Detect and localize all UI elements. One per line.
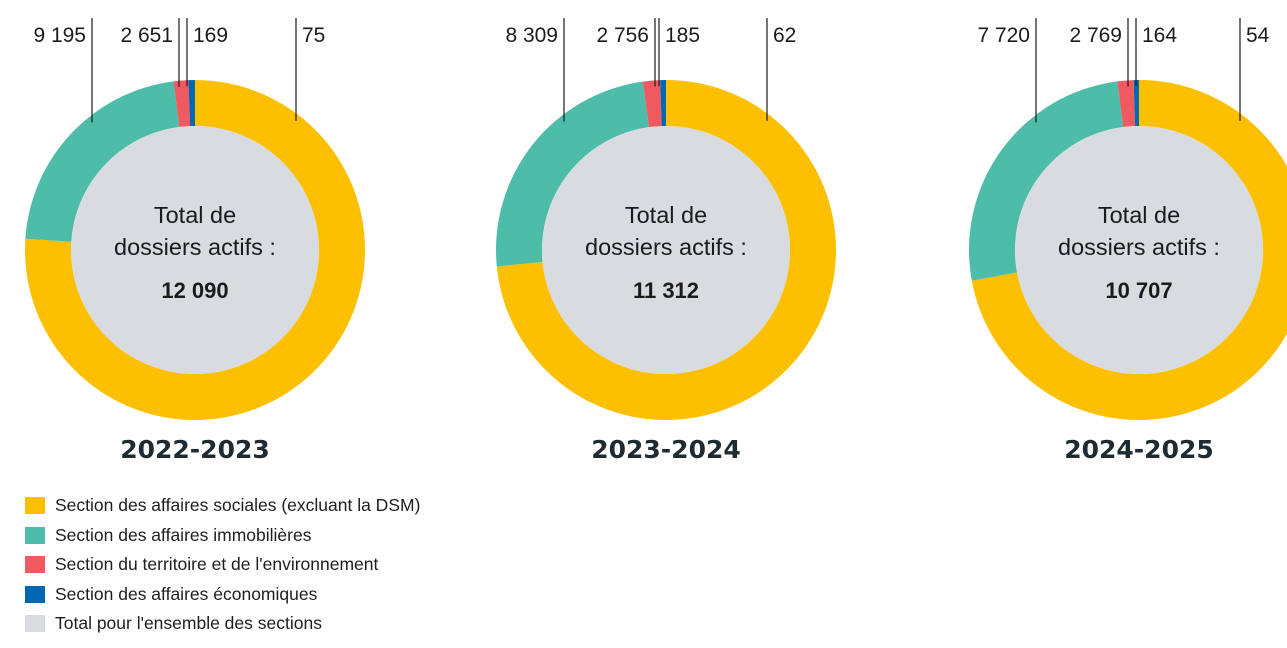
value-label-territory: 185: [665, 24, 700, 47]
value-label-real-estate: 2 769: [1069, 24, 1122, 47]
center-label-line1: Total de: [154, 202, 236, 228]
center-total-disc: [542, 126, 790, 374]
legend-item-economic: Section des affaires économiques: [25, 583, 420, 604]
center-label-line1: Total de: [1098, 202, 1180, 228]
slice-real-estate: [496, 81, 650, 267]
center-total-value: 12 090: [161, 278, 228, 303]
legend-label-economic: Section des affaires économiques: [55, 583, 318, 604]
legend-label-social: Section des affaires sociales (excluant …: [55, 495, 421, 515]
legend-label-total: Total pour l'ensemble des sections: [55, 613, 322, 633]
legend: Section des affaires sociales (excluant …: [25, 495, 421, 645]
donut-chart-2023-2024: Total de dossiers actifs : 11 312 8 309 2 75…: [496, 18, 836, 464]
value-label-social: 8 309: [505, 24, 558, 47]
slice-economic: [660, 80, 666, 127]
center-label-line2: dossiers actifs :: [114, 234, 276, 260]
value-label-territory: 169: [193, 24, 228, 47]
value-label-economic: 62: [773, 24, 796, 47]
value-label-economic: 54: [1246, 24, 1270, 47]
slice-economic: [188, 80, 195, 127]
slice-territory: [642, 80, 662, 128]
slice-economic: [1133, 80, 1139, 127]
center-label-line2: dossiers actifs :: [585, 234, 747, 260]
legend-swatch-total: [25, 615, 45, 632]
legend-item-real-estate: Section des affaires immobilières: [25, 524, 420, 545]
chart-title: 2024-2025: [1064, 435, 1214, 464]
value-label-economic: 75: [302, 24, 325, 47]
legend-swatch-territory: [25, 556, 45, 573]
slice-real-estate: [969, 81, 1124, 281]
donut-chart-2022-2023: Total de dossiers actifs : 12 090 9 195 2 65…: [25, 18, 365, 464]
center-total-disc: [71, 126, 319, 374]
chart-title: 2023-2024: [591, 435, 741, 464]
center-total-disc: [1015, 126, 1263, 374]
slice-territory: [1117, 80, 1136, 128]
legend-swatch-economic: [25, 585, 45, 603]
value-label-territory: 164: [1142, 24, 1177, 47]
donut-chart-2024-2025: Total de dossiers actifs : 10 707 7 720 2 76…: [969, 18, 1287, 464]
center-label-line1: Total de: [625, 202, 707, 228]
legend-swatch-real-estate: [25, 526, 45, 544]
slice-real-estate: [25, 81, 180, 242]
legend-item-total: Total pour l'ensemble des sections: [25, 613, 420, 633]
value-label-real-estate: 2 756: [596, 24, 649, 47]
value-label-real-estate: 2 651: [120, 24, 173, 47]
value-label-social: 9 195: [33, 24, 86, 47]
legend-label-real-estate: Section des affaires immobilières: [55, 524, 312, 545]
center-total-value: 11 312: [633, 278, 699, 303]
legend-item-territory: Section du territoire et de l'environnem…: [25, 554, 420, 574]
legend-swatch-social: [25, 497, 45, 514]
legend-item-social: Section des affaires sociales (excluant …: [25, 495, 421, 515]
center-total-value: 10 707: [1105, 278, 1172, 303]
center-label-line2: dossiers actifs :: [1058, 234, 1220, 260]
legend-label-territory: Section du territoire et de l'environnem…: [55, 554, 379, 574]
chart-title: 2022-2023: [120, 435, 270, 464]
value-label-social: 7 720: [977, 24, 1030, 47]
slice-territory: [173, 80, 191, 127]
